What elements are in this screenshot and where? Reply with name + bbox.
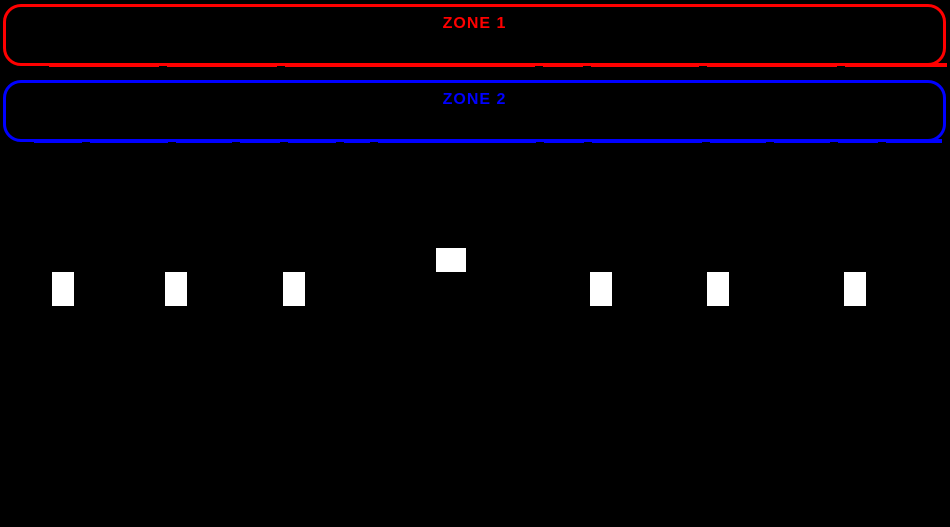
zone1: ZONE 1: [3, 4, 946, 66]
box-4: [590, 272, 612, 306]
zone2-segment-5: [344, 139, 370, 143]
zone1-segment-3: [543, 63, 583, 67]
zone1-segment-0: [49, 63, 159, 67]
zone1-segment-1: [167, 63, 277, 67]
zone2-segment-0: [34, 139, 82, 143]
zone2-label: ZONE 2: [6, 91, 943, 109]
zone2-segment-7: [544, 139, 584, 143]
zone2-segment-9: [710, 139, 766, 143]
zone2-segment-2: [176, 139, 232, 143]
zone2-segment-12: [886, 139, 942, 143]
zone1-segment-2: [285, 63, 535, 67]
zone2-segment-11: [838, 139, 878, 143]
box-6: [844, 272, 866, 306]
zone2: ZONE 2: [3, 80, 946, 142]
zone2-segment-4: [288, 139, 336, 143]
zone1-segment-5: [707, 63, 837, 67]
zone2-segment-6: [378, 139, 536, 143]
box-3: [436, 248, 466, 272]
zone2-segment-1: [90, 139, 168, 143]
box-2: [283, 272, 305, 306]
box-5: [707, 272, 729, 306]
zone1-segment-6: [845, 63, 947, 67]
zone1-segment-4: [591, 63, 699, 67]
box-1: [165, 272, 187, 306]
zone2-segment-10: [774, 139, 830, 143]
zone2-segment-3: [240, 139, 280, 143]
box-0: [52, 272, 74, 306]
zone1-label: ZONE 1: [6, 15, 943, 33]
zone2-segment-8: [592, 139, 702, 143]
